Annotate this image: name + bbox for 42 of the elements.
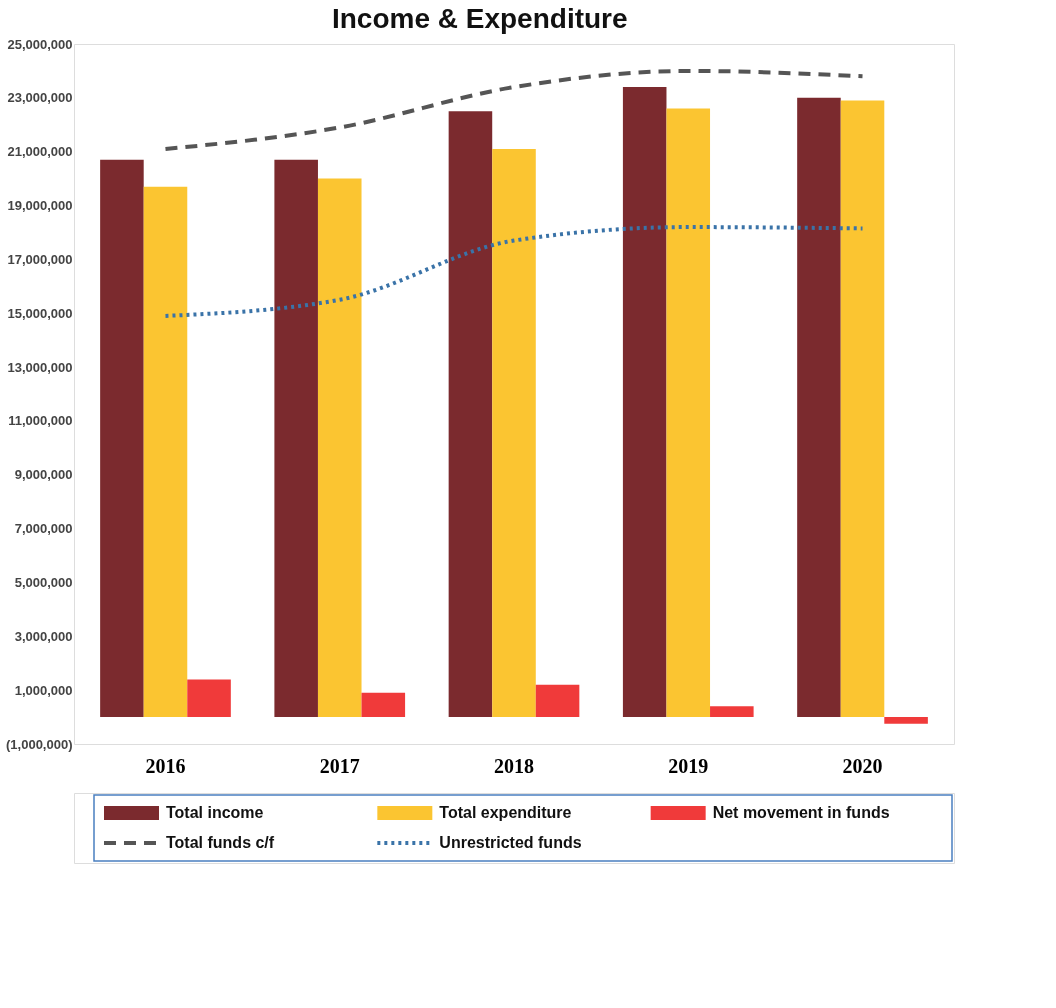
line-series [163,225,865,318]
x-tick-label: 2016 [145,754,186,777]
y-tick-label: 3,000,000 [14,628,73,644]
bar [884,717,928,724]
bar [274,159,318,718]
y-tick-label: 21,000,000 [7,144,73,160]
y-tick-label: 5,000,000 [14,574,73,590]
bar [317,178,362,718]
y-tick-label: 17,000,000 [7,251,73,267]
bar [187,679,231,718]
y-tick-label: 11,000,000 [8,413,73,429]
legend-label: Unrestricted funds [439,834,582,851]
bar [492,149,536,718]
legend-label: Net movement in funds [712,804,890,821]
bar [448,111,493,718]
legend-label: Total income [166,804,264,821]
bar [100,159,144,718]
bar [840,100,885,718]
bar [666,108,711,718]
bar [361,692,406,718]
y-tick-label: 23,000,000 [7,90,73,106]
legend-label: Total funds c/f [166,834,275,851]
bar [797,97,841,718]
x-tick-label: 2017 [319,754,360,777]
bar [143,186,188,718]
bar [535,684,580,718]
y-tick-label: 9,000,000 [14,467,73,483]
x-tick-label: 2018 [494,754,534,777]
y-tick-label: (1,000,000) [6,736,73,752]
y-tick-label: 7,000,000 [14,521,73,537]
y-tick-label: 19,000,000 [7,198,73,214]
bar [710,706,754,718]
chart-title: Income & Expenditure [331,2,628,34]
legend-label: Total expenditure [439,804,572,821]
y-tick-label: 1,000,000 [14,682,73,698]
y-tick-label: 15,000,000 [7,305,73,321]
y-tick-label: 25,000,000 [7,36,73,52]
x-tick-label: 2020 [842,754,883,777]
line-series [163,68,865,151]
x-tick-label: 2019 [668,754,709,777]
y-tick-label: 13,000,000 [7,359,73,375]
bar [622,87,667,718]
